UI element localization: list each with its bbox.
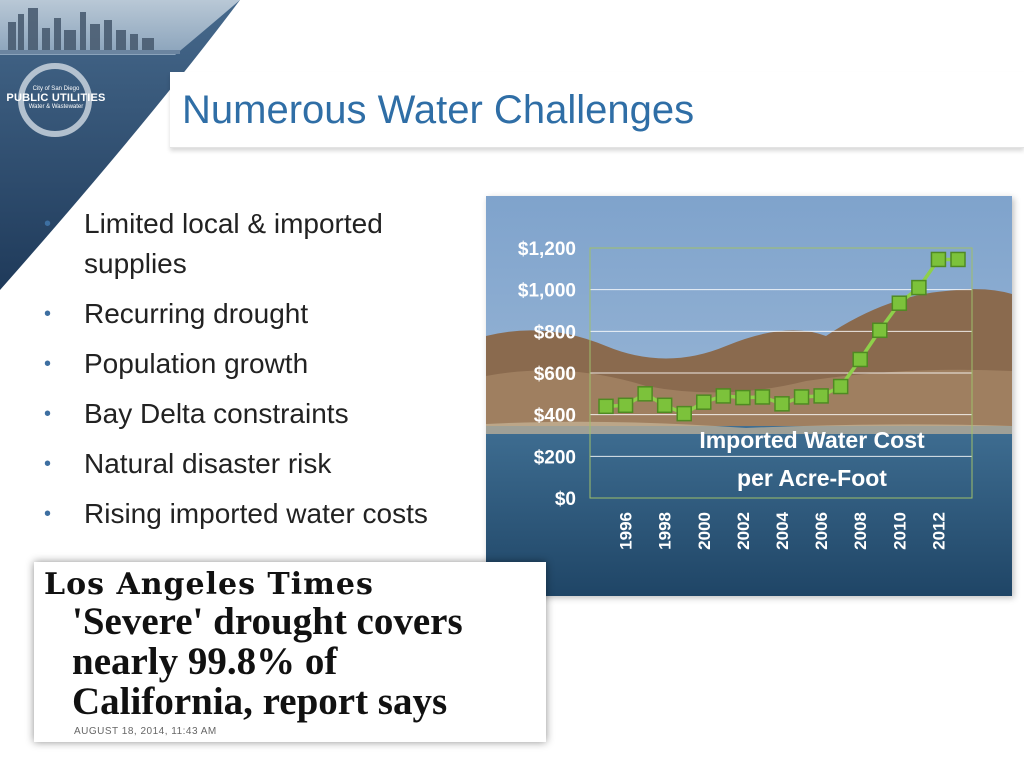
bullet-dot-icon: • [44, 403, 52, 425]
newspaper-dateline: AUGUST 18, 2014, 11:43 AM [74, 726, 217, 737]
bullet-text: Limited local & imported supplies [84, 208, 383, 279]
data-point-marker [813, 388, 829, 404]
data-point-marker [754, 389, 771, 405]
headline-line: nearly 99.8% of [72, 640, 338, 683]
chart-title-line-2: per Acre-Foot [737, 465, 887, 491]
x-tick-label: 2010 [890, 512, 909, 550]
y-tick-label: $1,200 [518, 239, 576, 260]
bullet-dot-icon: • [44, 353, 52, 375]
newspaper-name: Los Angeles Times [44, 567, 374, 602]
data-point-marker [637, 386, 653, 402]
x-tick-label: 1996 [617, 512, 636, 550]
headline-line: California, report says [72, 680, 448, 723]
x-tick-label: 1998 [656, 512, 675, 550]
logo-city-text: City of San Diego [32, 86, 80, 92]
x-tick-label: 2006 [812, 512, 831, 550]
bullet-item: • Recurring drought [44, 294, 484, 334]
bullet-text: Natural disaster risk [84, 448, 332, 479]
data-point-marker [832, 378, 849, 395]
data-point-marker [735, 389, 751, 406]
bullet-dot-icon: • [44, 213, 52, 235]
chart-background-lake [486, 426, 1012, 596]
logo-sub-text: Water & Wastewater [28, 104, 84, 110]
data-point-marker [930, 251, 947, 268]
bullet-item: • Population growth [44, 344, 484, 384]
bullet-item: • Bay Delta constraints [44, 394, 484, 434]
plot-area-frame [589, 247, 973, 499]
bullet-text: Recurring drought [84, 298, 309, 329]
y-tick-label: $600 [534, 364, 576, 385]
y-tick-label: $400 [534, 406, 576, 427]
imported-water-cost-chart: $0 $200 $400 $600 $800 $1,000 $1,200 1996 1998 2… [486, 196, 1012, 596]
y-tick-label: $800 [534, 322, 576, 343]
data-point-marker [696, 394, 712, 410]
series-markers [598, 251, 966, 422]
data-point-marker [911, 279, 927, 296]
y-axis-ticks: $0 $200 $400 $600 $800 $1,000 $1,200 [518, 239, 576, 510]
data-point-marker [617, 397, 634, 414]
data-point-marker [852, 351, 868, 368]
bullet-item: • Rising imported water costs [44, 494, 484, 534]
newspaper-headline: 'Severe' drought covers nearly 99.8% of … [72, 602, 536, 722]
y-tick-label: $200 [534, 447, 576, 468]
y-tick-label: $1,000 [518, 281, 576, 302]
chart-panel: $0 $200 $400 $600 $800 $1,000 $1,200 1996 1998 2… [486, 196, 1012, 596]
bullet-text: Population growth [84, 348, 309, 379]
x-tick-label: 2000 [695, 512, 714, 550]
x-tick-label: 2004 [773, 511, 792, 549]
data-point-marker [598, 398, 614, 415]
bullet-dot-icon: • [44, 453, 52, 475]
logo-main-text: PUBLIC UTILITIES [6, 92, 106, 104]
logo-ring [18, 63, 92, 137]
logo: City of San Diego PUBLIC UTILITIES Water… [6, 86, 106, 110]
data-point-marker [656, 397, 673, 414]
y-tick-label: $0 [555, 489, 576, 510]
bullet-item: • Natural disaster risk [44, 444, 484, 484]
data-point-marker [774, 396, 790, 412]
chart-title-line-1: Imported Water Cost [699, 427, 925, 453]
newspaper-clipping: Los Angeles Times 'Severe' drought cover… [34, 562, 546, 742]
data-point-marker [793, 389, 810, 405]
bullet-dot-icon: • [44, 303, 52, 325]
data-point-marker [891, 295, 908, 311]
title-band [170, 72, 1024, 148]
bullet-item: • Limited local & imported supplies [44, 204, 484, 284]
chart-background-shore [486, 421, 1012, 434]
x-tick-label: 2008 [851, 512, 870, 550]
x-tick-label: 2012 [929, 512, 948, 550]
bullet-text: Rising imported water costs [84, 498, 428, 529]
headline-line: 'Severe' drought covers [72, 600, 463, 643]
bullet-list: • Limited local & imported supplies • Recu… [44, 204, 484, 544]
x-tick-label: 2002 [734, 512, 753, 550]
data-point-marker [872, 322, 888, 339]
data-point-marker [676, 405, 692, 422]
slide-title: Numerous Water Challenges [182, 88, 695, 132]
x-axis-ticks: 1996 1998 2000 2002 2004 2006 2008 2010 2012 [617, 511, 949, 549]
data-point-marker [950, 251, 966, 268]
data-point-marker [715, 388, 732, 404]
bullet-text: Bay Delta constraints [84, 398, 349, 429]
bullet-dot-icon: • [44, 503, 52, 525]
